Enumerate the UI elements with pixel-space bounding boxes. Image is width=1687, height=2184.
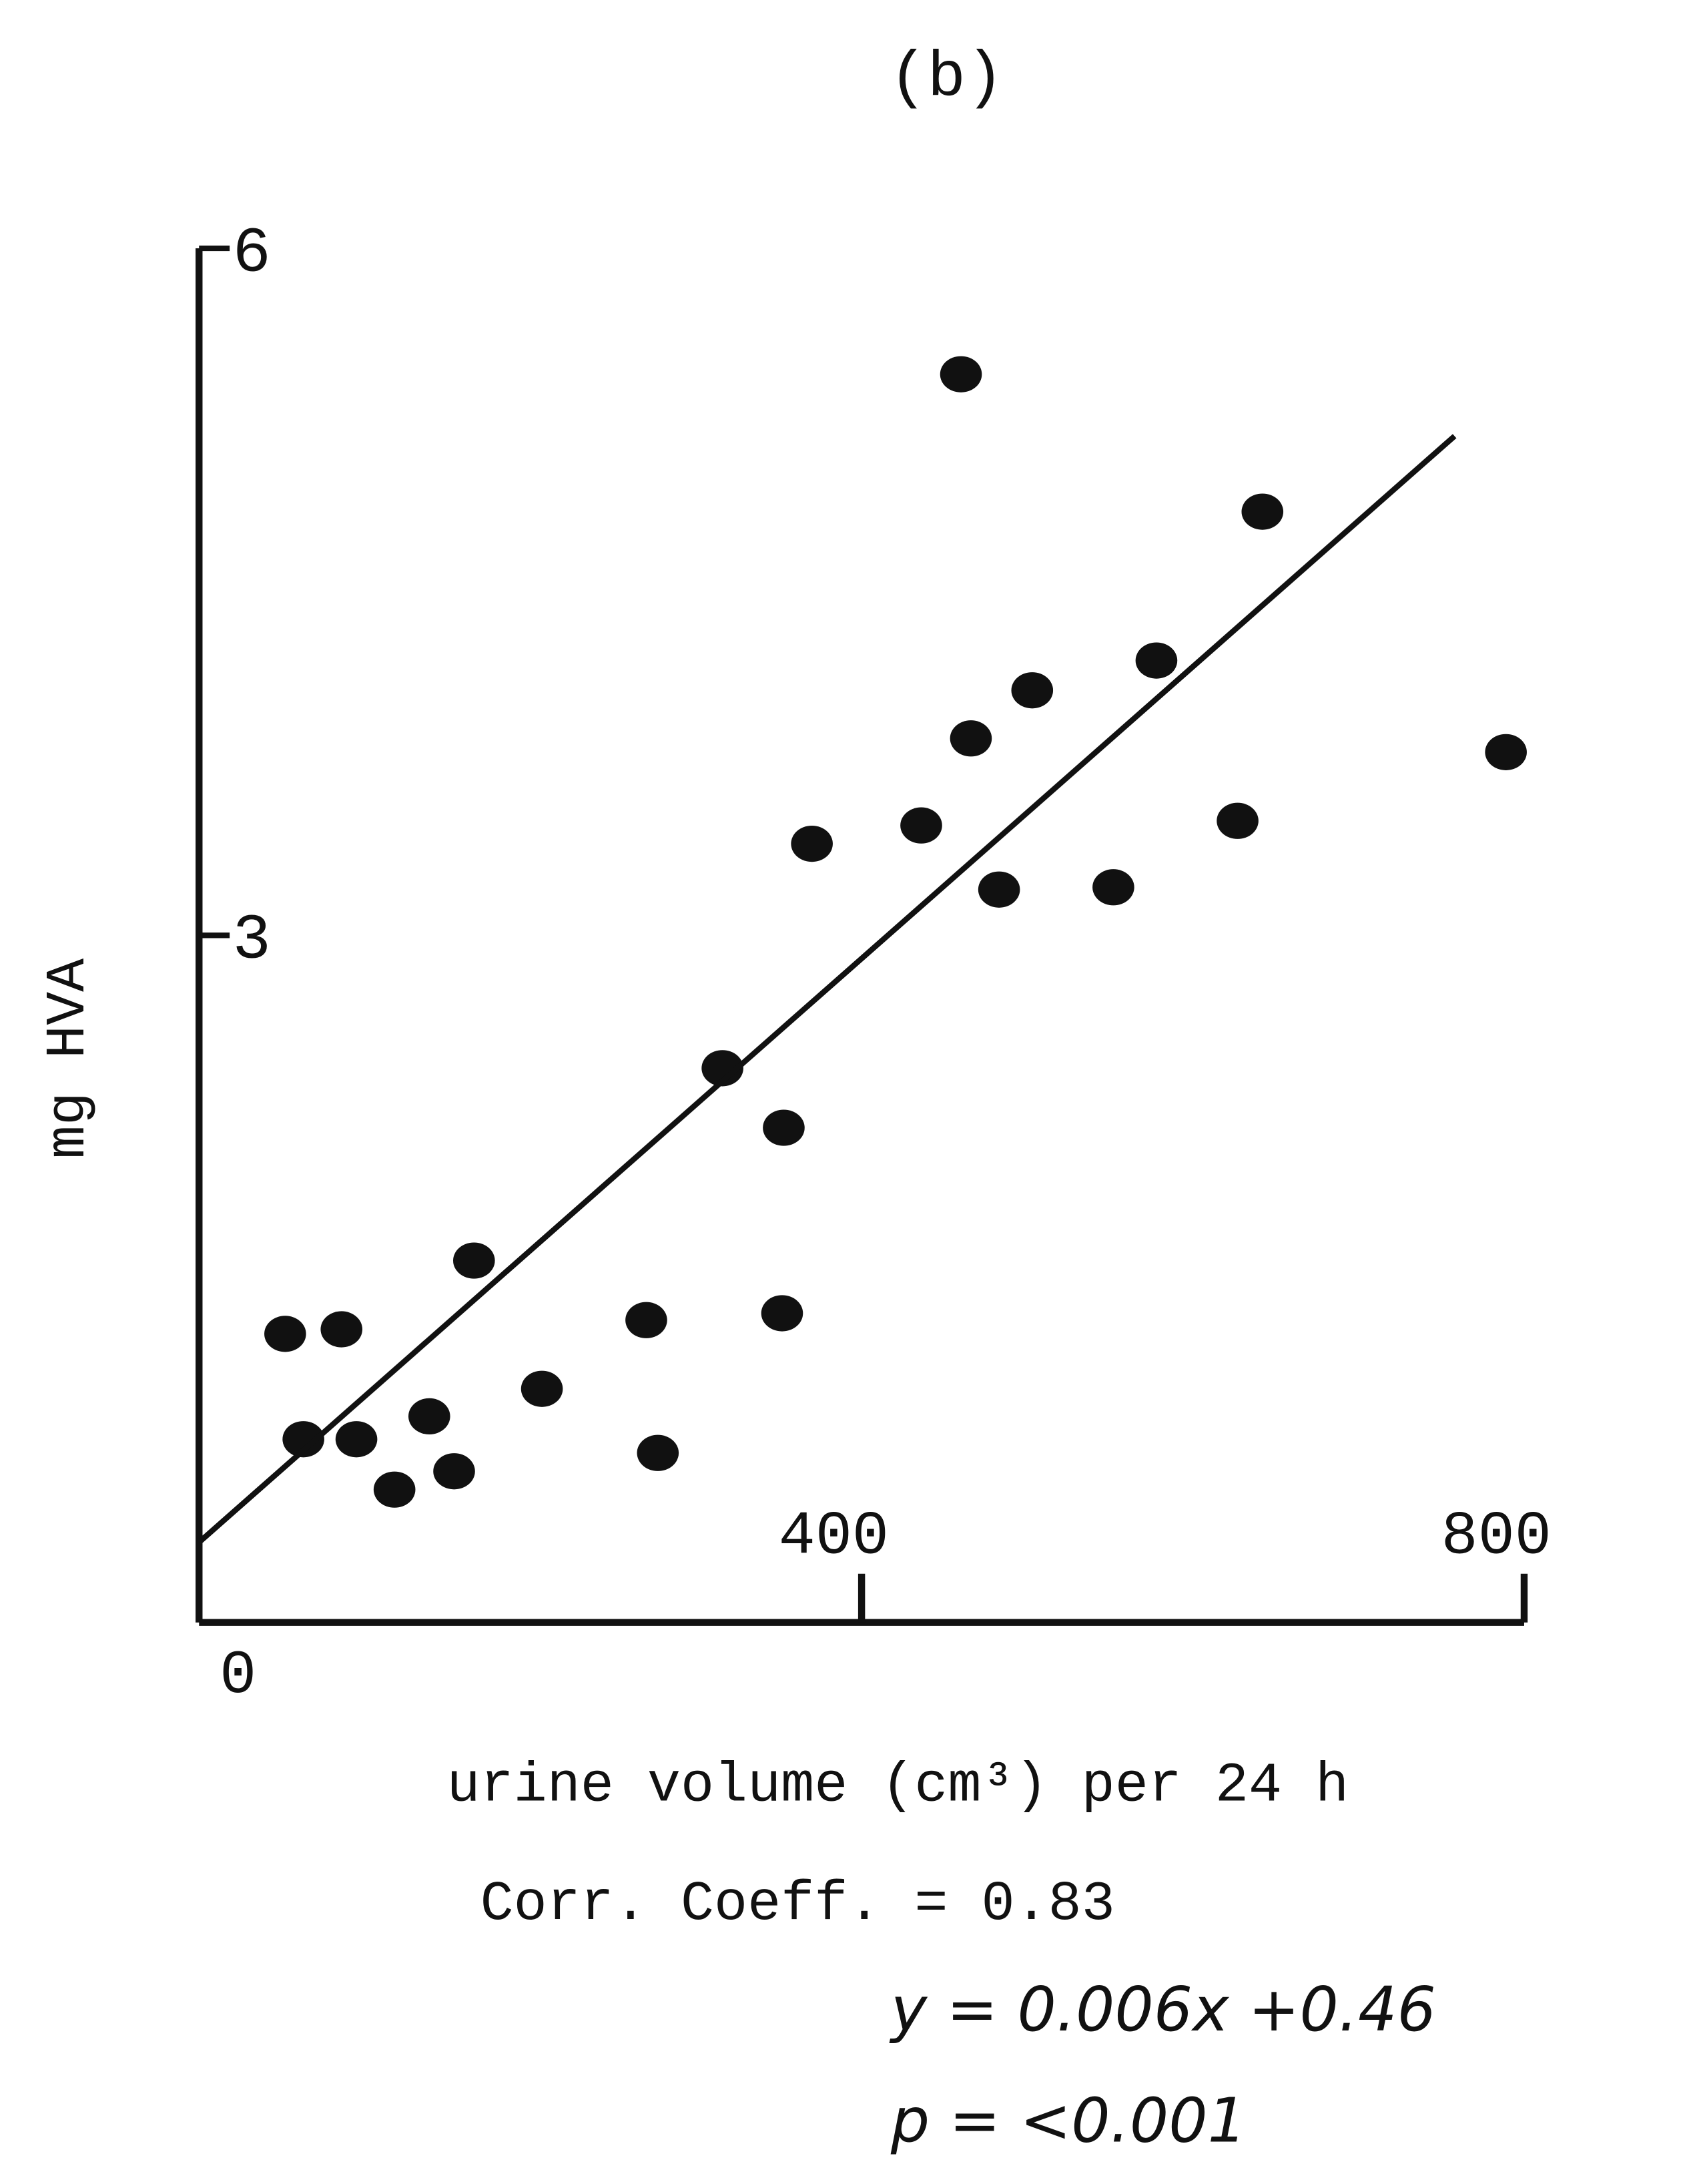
y-axis-label: mg HVA xyxy=(38,958,101,1159)
data-point xyxy=(701,1050,743,1087)
data-point xyxy=(1241,493,1284,530)
data-point xyxy=(1011,672,1054,709)
data-point xyxy=(1135,642,1178,679)
data-point xyxy=(1217,802,1259,839)
y-tick-label: 6 xyxy=(232,217,271,290)
annotation: y = 0.006x +0.46 xyxy=(889,1974,1436,2045)
data-point xyxy=(940,356,982,392)
data-point xyxy=(320,1311,363,1348)
data-point xyxy=(373,1471,416,1508)
data-point xyxy=(282,1421,324,1458)
data-point xyxy=(637,1434,679,1471)
x-tick-label: 0 xyxy=(220,1641,256,1711)
data-point xyxy=(763,1109,805,1146)
annotation: Corr. Coeff. = 0.83 xyxy=(480,1874,1115,1936)
data-point xyxy=(521,1370,563,1407)
regression-line xyxy=(197,434,1457,1545)
y-tick-label: 3 xyxy=(232,904,271,977)
x-axis-label: urine volume (cm³) per 24 h xyxy=(447,1755,1349,1818)
data-point xyxy=(453,1242,495,1279)
data-point xyxy=(978,871,1020,908)
x-tick-label: 400 xyxy=(779,1502,889,1571)
data-point xyxy=(264,1316,306,1352)
data-point xyxy=(900,807,942,844)
annotation: p = <0.001 xyxy=(890,2085,1247,2157)
chart-title: (b) xyxy=(889,42,1004,115)
data-point xyxy=(408,1398,450,1435)
data-point xyxy=(1092,869,1134,906)
data-point xyxy=(625,1302,667,1338)
data-point xyxy=(1485,734,1527,770)
data-point xyxy=(433,1453,475,1490)
data-point xyxy=(950,720,992,757)
data-point xyxy=(335,1421,378,1458)
x-tick-label: 800 xyxy=(1441,1502,1552,1571)
data-point xyxy=(791,825,833,862)
data-point xyxy=(761,1295,803,1332)
